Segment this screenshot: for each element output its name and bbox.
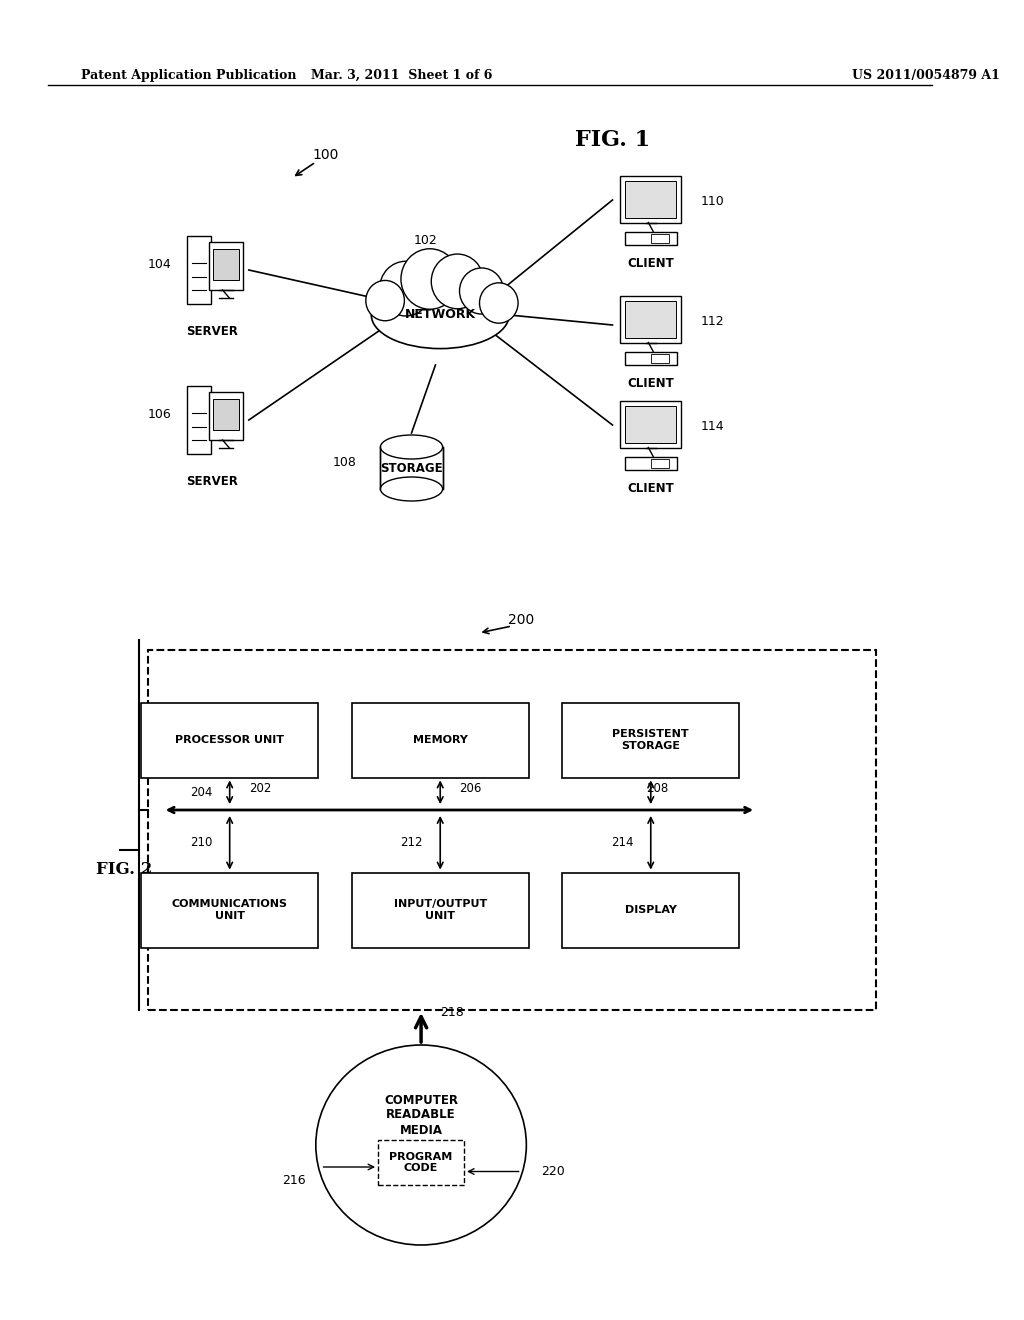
Text: PROCESSOR UNIT: PROCESSOR UNIT [175, 735, 285, 744]
FancyBboxPatch shape [209, 242, 243, 290]
Text: 214: 214 [611, 837, 634, 849]
FancyBboxPatch shape [213, 249, 240, 280]
FancyBboxPatch shape [625, 351, 677, 366]
Circle shape [479, 282, 518, 323]
FancyBboxPatch shape [351, 702, 528, 777]
Text: CLIENT: CLIENT [628, 257, 674, 271]
Text: CLIENT: CLIENT [628, 482, 674, 495]
FancyBboxPatch shape [213, 399, 240, 430]
Text: FIG. 2: FIG. 2 [95, 862, 153, 879]
FancyBboxPatch shape [651, 458, 669, 469]
Circle shape [401, 248, 459, 309]
FancyBboxPatch shape [209, 392, 243, 440]
Ellipse shape [372, 281, 509, 348]
Text: 104: 104 [147, 259, 171, 272]
FancyBboxPatch shape [351, 873, 528, 948]
FancyBboxPatch shape [621, 176, 681, 223]
Text: 200: 200 [509, 612, 535, 627]
FancyBboxPatch shape [621, 296, 681, 342]
FancyBboxPatch shape [625, 181, 677, 218]
FancyBboxPatch shape [187, 236, 211, 304]
Ellipse shape [380, 477, 442, 502]
FancyBboxPatch shape [651, 234, 669, 243]
Text: NETWORK: NETWORK [404, 309, 476, 322]
Ellipse shape [315, 1045, 526, 1245]
Text: 218: 218 [440, 1006, 464, 1019]
Circle shape [460, 268, 504, 314]
Text: SERVER: SERVER [186, 475, 238, 488]
FancyBboxPatch shape [148, 649, 876, 1010]
Text: MEMORY: MEMORY [413, 735, 468, 744]
Text: 208: 208 [646, 781, 669, 795]
FancyBboxPatch shape [625, 301, 677, 338]
FancyBboxPatch shape [562, 873, 739, 948]
FancyBboxPatch shape [651, 354, 669, 363]
Circle shape [431, 253, 483, 309]
FancyBboxPatch shape [378, 1140, 464, 1185]
Text: 204: 204 [190, 785, 212, 799]
Text: 216: 216 [283, 1173, 306, 1187]
Text: 112: 112 [701, 314, 725, 327]
Text: Patent Application Publication: Patent Application Publication [81, 69, 297, 82]
Ellipse shape [380, 436, 442, 459]
Text: 110: 110 [701, 194, 725, 207]
Text: PERSISTENT
STORAGE: PERSISTENT STORAGE [612, 729, 689, 751]
Text: COMPUTER
READABLE
MEDIA: COMPUTER READABLE MEDIA [384, 1093, 458, 1137]
Text: US 2011/0054879 A1: US 2011/0054879 A1 [852, 69, 999, 82]
Text: SERVER: SERVER [186, 325, 238, 338]
Text: Mar. 3, 2011  Sheet 1 of 6: Mar. 3, 2011 Sheet 1 of 6 [311, 69, 493, 82]
FancyBboxPatch shape [562, 702, 739, 777]
Circle shape [380, 261, 432, 315]
FancyBboxPatch shape [141, 873, 318, 948]
Text: STORAGE: STORAGE [380, 462, 442, 474]
FancyBboxPatch shape [625, 231, 677, 246]
Text: FIG. 1: FIG. 1 [574, 129, 650, 150]
Text: DISPLAY: DISPLAY [625, 906, 677, 915]
Text: 100: 100 [312, 148, 339, 162]
Text: 202: 202 [249, 781, 271, 795]
Text: 108: 108 [333, 457, 356, 470]
Text: 210: 210 [190, 837, 212, 849]
FancyBboxPatch shape [380, 447, 442, 488]
Text: 220: 220 [541, 1166, 564, 1177]
Text: 206: 206 [460, 781, 481, 795]
Text: 212: 212 [400, 837, 423, 849]
FancyBboxPatch shape [141, 702, 318, 777]
Text: CLIENT: CLIENT [628, 378, 674, 389]
Text: 114: 114 [701, 420, 725, 433]
Circle shape [366, 280, 404, 321]
Text: 106: 106 [147, 408, 171, 421]
Text: 102: 102 [414, 234, 437, 247]
FancyBboxPatch shape [621, 401, 681, 447]
FancyBboxPatch shape [187, 385, 211, 454]
FancyBboxPatch shape [625, 457, 677, 470]
Text: PROGRAM
CODE: PROGRAM CODE [389, 1151, 453, 1173]
Text: COMMUNICATIONS
UNIT: COMMUNICATIONS UNIT [172, 899, 288, 921]
Text: INPUT/OUTPUT
UNIT: INPUT/OUTPUT UNIT [393, 899, 486, 921]
FancyBboxPatch shape [625, 407, 677, 442]
